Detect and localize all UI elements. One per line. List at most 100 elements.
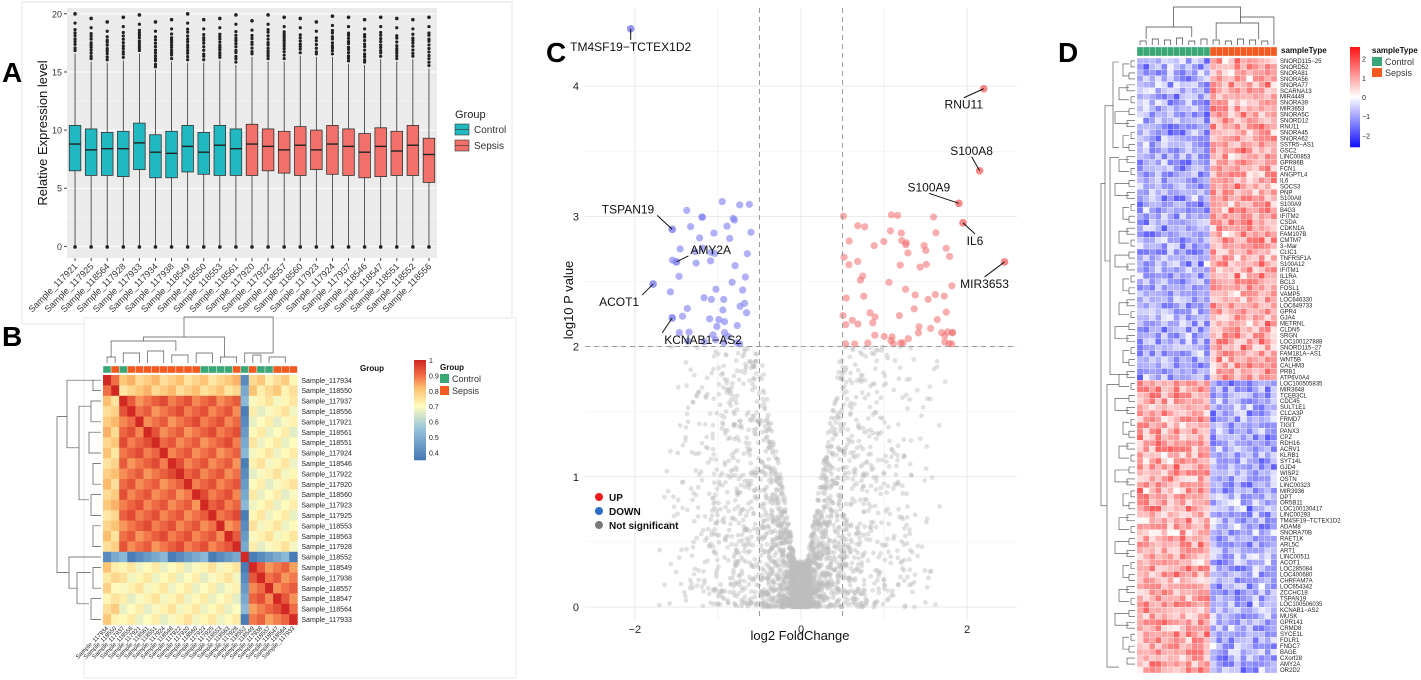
heatmap-cell	[192, 437, 201, 449]
heatmap-cell	[1179, 75, 1186, 83]
point-ns	[784, 597, 790, 603]
heatmap-cell	[1161, 135, 1168, 142]
ytick-label: 15	[52, 67, 62, 77]
point-ns	[907, 582, 912, 588]
heatmap-cell	[256, 437, 266, 449]
annotation-cell	[1234, 46, 1241, 57]
heatmap-cell	[103, 583, 112, 594]
outlier-point	[346, 39, 351, 44]
point-ns	[754, 600, 760, 606]
point-ns	[831, 544, 837, 549]
heatmap-cell	[1142, 165, 1150, 172]
point-ns	[709, 513, 715, 519]
point-ns	[708, 517, 714, 523]
point-ns	[814, 593, 820, 598]
point-ns	[815, 517, 821, 523]
heatmap-cell	[240, 427, 250, 438]
colorbar-segment	[414, 365, 426, 367]
outlier-point	[137, 48, 141, 53]
heatmap-cell	[248, 427, 258, 438]
point-ns	[781, 519, 787, 524]
heatmap-cell	[216, 447, 225, 459]
heatmap-cell	[289, 603, 298, 615]
outlier-point	[363, 58, 367, 62]
point-ns	[836, 602, 842, 608]
point-ns	[852, 576, 858, 581]
point-ns	[732, 601, 737, 606]
point-ns	[905, 504, 910, 510]
point-ns	[766, 553, 772, 559]
point-ns	[857, 521, 863, 527]
heatmap-cell	[1191, 57, 1198, 65]
point-ns	[765, 576, 771, 581]
point-ns	[783, 573, 789, 578]
point-down	[686, 223, 695, 231]
point-ns	[740, 517, 746, 523]
point-ns	[922, 477, 928, 483]
colorbar-segment	[414, 422, 426, 424]
point-ns	[748, 600, 754, 606]
point-ns	[715, 512, 720, 518]
point-ns	[675, 497, 681, 503]
point-ns	[784, 563, 790, 569]
heatmap-cell	[1258, 117, 1265, 124]
point-ns	[805, 553, 811, 559]
point-ns	[860, 604, 866, 610]
heatmap-cell	[1240, 129, 1247, 136]
point-ns	[762, 464, 768, 469]
point-ns	[825, 571, 830, 577]
panel-b-legend-title: Group	[440, 363, 464, 372]
point-ns	[760, 518, 766, 524]
outlier-point	[395, 34, 399, 38]
heatmap-cell	[192, 520, 201, 532]
point-up	[860, 292, 868, 300]
point-ns	[864, 598, 870, 604]
heatmap-cell	[192, 499, 201, 511]
outlier-point-zero	[411, 245, 415, 249]
outlier-point	[411, 38, 415, 42]
heatmap-cell	[200, 541, 209, 553]
point-up	[845, 261, 853, 269]
heatmap-cell	[1209, 171, 1217, 178]
point-ns	[751, 511, 756, 517]
heatmap-cell	[1252, 87, 1259, 94]
heatmap-cell	[135, 427, 144, 438]
heatmap-cell	[1185, 69, 1192, 77]
heatmap-cell	[1228, 75, 1235, 83]
point-ns	[895, 443, 901, 449]
box	[261, 128, 275, 172]
outlier-point	[266, 34, 270, 38]
outlier-point	[379, 36, 383, 41]
colorbar-tick-label: 1	[429, 358, 433, 365]
point-ns	[785, 585, 790, 591]
heatmap-cell	[1191, 123, 1198, 130]
heatmap-cell	[1264, 123, 1272, 130]
point-ns	[711, 531, 717, 537]
point-ns	[800, 568, 805, 573]
heatmap-cell	[175, 427, 185, 438]
point-ns	[854, 565, 860, 571]
heatmap-cell	[175, 520, 185, 532]
annotation-cell	[232, 365, 241, 374]
heatmap-cell	[216, 406, 225, 417]
heatmap-cell	[1203, 177, 1211, 184]
point-ns	[842, 512, 847, 518]
box	[406, 125, 420, 176]
point-up	[927, 324, 935, 332]
heatmap-cell	[281, 603, 290, 615]
outlier-point	[282, 25, 286, 29]
heatmap-cell	[143, 572, 152, 584]
heatmap-cell	[1270, 93, 1278, 100]
point-ns	[775, 513, 781, 519]
point-ns	[731, 567, 736, 573]
heatmap-cell	[1264, 165, 1272, 172]
point-ns	[765, 604, 770, 610]
point-ns	[749, 505, 754, 511]
heatmap-cell	[184, 520, 193, 532]
xtick-label: 2	[964, 624, 970, 636]
heatmap-cell	[248, 614, 258, 625]
point-ns	[822, 467, 828, 473]
dendrogram-branch	[1128, 610, 1135, 617]
heatmap-cell	[1161, 177, 1168, 184]
outlier-point	[153, 57, 158, 61]
